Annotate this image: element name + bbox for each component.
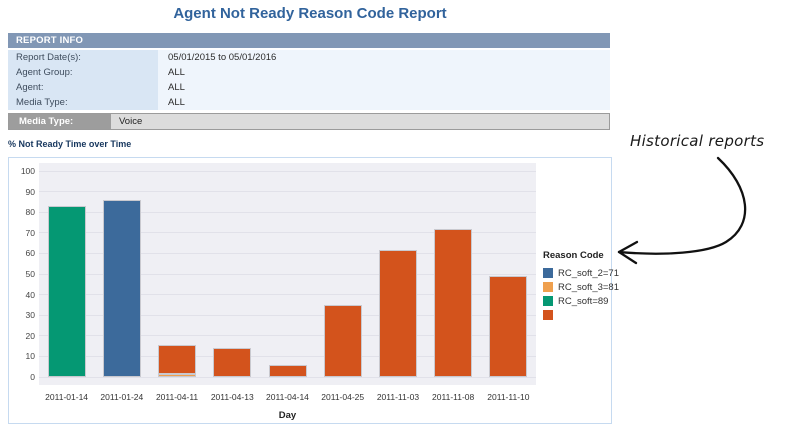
y-tick-label: 60 bbox=[25, 248, 35, 259]
bar-segment[interactable] bbox=[378, 250, 417, 377]
legend-swatch-icon bbox=[543, 296, 553, 306]
y-tick-label: 30 bbox=[25, 310, 35, 321]
report-info-table: REPORT INFO Report Date(s): 05/01/2015 to… bbox=[8, 33, 610, 110]
report-info-row: Agent: ALL bbox=[8, 80, 610, 95]
bar-segment[interactable] bbox=[434, 228, 473, 377]
legend-swatch-icon bbox=[543, 282, 553, 292]
gridline bbox=[39, 273, 536, 275]
gridline bbox=[39, 376, 536, 378]
gridline bbox=[39, 232, 536, 234]
x-tick-label: 2011-11-10 bbox=[487, 392, 530, 402]
media-type-label: Media Type: bbox=[9, 114, 111, 129]
report-info-row-value: ALL bbox=[158, 65, 610, 80]
gridline bbox=[39, 294, 536, 296]
bar-segment[interactable] bbox=[102, 199, 141, 377]
report-info-rows: Report Date(s): 05/01/2015 to 05/01/2016 A… bbox=[8, 50, 610, 110]
legend-swatch-icon bbox=[543, 310, 553, 320]
y-tick-label: 20 bbox=[25, 330, 35, 341]
bar-segment[interactable] bbox=[158, 345, 197, 374]
y-tick-label: 70 bbox=[25, 227, 35, 238]
y-tick-label: 50 bbox=[25, 269, 35, 279]
y-tick-label: 40 bbox=[25, 289, 35, 300]
bar-segment[interactable] bbox=[213, 348, 252, 377]
legend-swatch-icon bbox=[543, 268, 553, 278]
plot-area bbox=[39, 163, 536, 385]
y-tick-label: 100 bbox=[20, 166, 35, 176]
x-tick-label: 2011-04-25 bbox=[321, 392, 365, 402]
legend-label: RC_soft_3=81 bbox=[558, 281, 619, 293]
gridline bbox=[39, 252, 536, 254]
annotation-text: Historical reports bbox=[630, 132, 765, 150]
report-info-row-label: Report Date(s): bbox=[8, 50, 158, 65]
media-type-bar: Media Type: Voice bbox=[8, 113, 610, 130]
x-tick-label: 2011-11-03 bbox=[376, 392, 420, 402]
y-tick-label: 10 bbox=[25, 351, 35, 362]
chart-container: 0 10 20 30 40 50 60 70 80 90 100 2011-01-14 2011-01-… bbox=[8, 157, 619, 424]
report-info-row: Media Type: ALL bbox=[8, 95, 610, 110]
gridline bbox=[39, 191, 536, 193]
report-info-header: REPORT INFO bbox=[8, 33, 610, 48]
bar-segment[interactable] bbox=[489, 276, 528, 377]
bar-segment[interactable] bbox=[158, 373, 197, 377]
x-tick-label: 2011-11-08 bbox=[432, 392, 475, 402]
legend-title: Reason Code bbox=[543, 250, 604, 261]
legend-item[interactable]: RC_soft=89 bbox=[543, 294, 609, 308]
legend-label: RC_soft_2=71 bbox=[558, 267, 619, 279]
gridline bbox=[39, 355, 536, 357]
x-tick-label: 2011-04-11 bbox=[155, 392, 199, 402]
legend-label: RC_soft=89 bbox=[558, 295, 609, 307]
report-info-row-value: ALL bbox=[158, 80, 610, 95]
bar-segment[interactable] bbox=[47, 206, 86, 377]
report-info-row-label: Media Type: bbox=[8, 95, 158, 110]
legend-item[interactable]: RC_soft_2=71 bbox=[543, 266, 619, 280]
media-type-value: Voice bbox=[111, 114, 609, 129]
report-info-row-label: Agent: bbox=[8, 80, 158, 95]
x-tick-label: 2011-04-13 bbox=[210, 392, 254, 402]
report-info-row: Report Date(s): 05/01/2015 to 05/01/2016 bbox=[8, 50, 610, 65]
report-info-row-value: 05/01/2015 to 05/01/2016 bbox=[158, 50, 610, 65]
y-tick-label: 0 bbox=[30, 372, 35, 382]
chart-legend: Reason Code RC_soft_2=71 RC_soft_3=81 RC_s… bbox=[543, 250, 619, 322]
gridline bbox=[39, 211, 536, 213]
x-tick-label: 2011-01-24 bbox=[100, 392, 144, 402]
report-info-row-label: Agent Group: bbox=[8, 65, 158, 80]
y-tick-label: 80 bbox=[25, 207, 35, 218]
annotation-arrow-icon bbox=[617, 156, 747, 265]
x-tick-label: 2011-04-14 bbox=[266, 392, 309, 402]
x-axis-title: Day bbox=[278, 410, 297, 421]
legend-items: RC_soft_2=71 RC_soft_3=81 RC_soft=89 bbox=[543, 266, 619, 322]
x-tick-label: 2011-01-14 bbox=[45, 392, 89, 402]
legend-item[interactable]: RC_soft_3=81 bbox=[543, 280, 619, 294]
page-title: Agent Not Ready Reason Code Report bbox=[173, 5, 447, 22]
report-info-row-value: ALL bbox=[158, 95, 610, 110]
gridline bbox=[39, 314, 536, 316]
bar-segment[interactable] bbox=[323, 304, 362, 377]
report-info-row: Agent Group: ALL bbox=[8, 65, 610, 80]
chart-title: % Not Ready Time over Time bbox=[8, 139, 132, 149]
gridline bbox=[39, 335, 536, 337]
gridline bbox=[39, 170, 536, 172]
legend-item[interactable] bbox=[543, 308, 609, 322]
bar-segment[interactable] bbox=[268, 364, 307, 377]
y-tick-label: 90 bbox=[25, 186, 35, 197]
